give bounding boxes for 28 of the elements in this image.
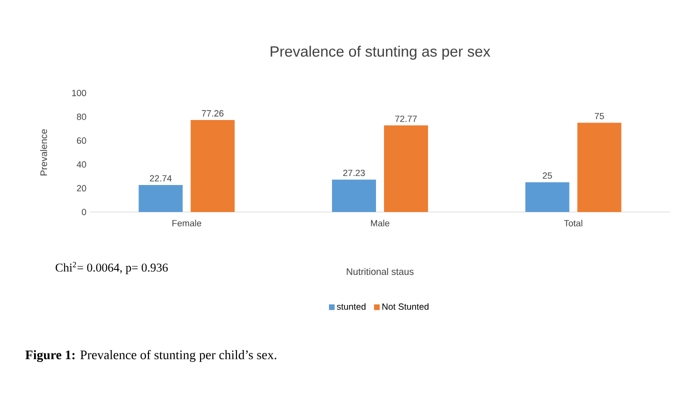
data-label: 22.74	[150, 175, 172, 182]
y-tick-label: 20	[76, 185, 86, 192]
y-tick-label: 100	[72, 90, 86, 96]
text: Figure 1: Prevalence of stunting per child’s sex.	[25, 350, 276, 362]
legend-label: Not Stunted	[382, 303, 428, 310]
bar	[384, 125, 428, 212]
y-axis-title: Prevalence	[40, 129, 48, 176]
data-label: 77.26	[202, 110, 224, 117]
chart-title: Prevalence of stunting as per sex	[270, 46, 490, 60]
y-tick-label: 60	[76, 137, 86, 144]
data-label: 25	[542, 172, 552, 179]
data-label: 72.77	[395, 116, 417, 122]
text: Chi$^{2}$= 0.0064, p= 0.936	[56, 262, 168, 274]
y-tick-label: 40	[76, 161, 86, 168]
bar	[138, 184, 183, 212]
data-label: 27.23	[343, 170, 365, 176]
bar	[525, 182, 570, 212]
bar	[577, 122, 622, 212]
legend-label: stunted	[336, 303, 366, 310]
data-label: 75	[594, 112, 604, 120]
bar	[332, 180, 376, 212]
y-tick-label: 0	[82, 208, 86, 216]
x-tick-label: Female	[172, 220, 202, 226]
y-tick-label: 80	[76, 114, 86, 120]
bar	[190, 120, 235, 212]
x-tick-label: Total	[564, 220, 582, 226]
x-axis-title: Nutritional staus	[346, 268, 414, 275]
x-tick-label: Male	[371, 220, 390, 226]
